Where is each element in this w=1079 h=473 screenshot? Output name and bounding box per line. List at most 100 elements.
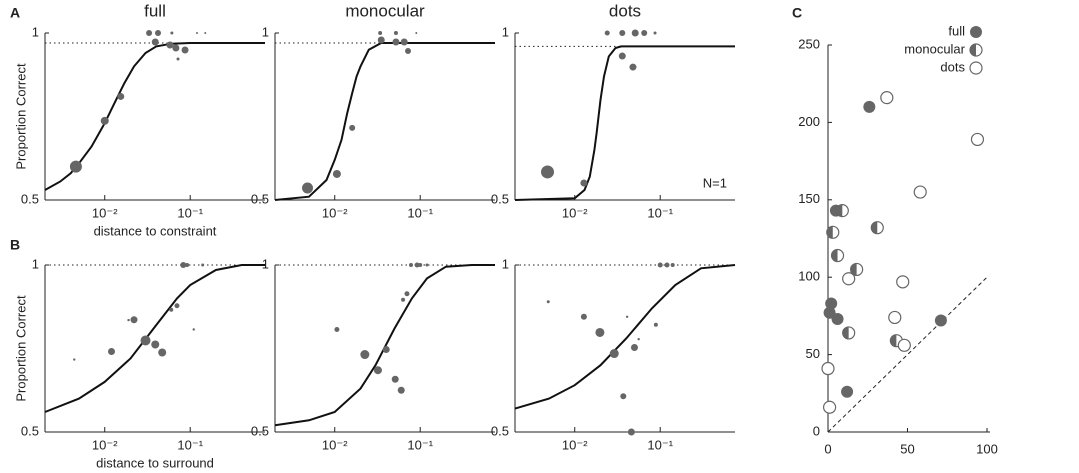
- data-point: [140, 335, 151, 346]
- marker-filled: [831, 312, 844, 325]
- y-tick-label: 0.5: [251, 191, 269, 206]
- data-point: [664, 262, 670, 268]
- x-tick-label: 10⁻²: [562, 205, 588, 220]
- data-point: [127, 318, 130, 322]
- y-tick-label: 50: [806, 346, 820, 361]
- data-point: [653, 322, 658, 327]
- data-point: [631, 29, 639, 37]
- data-point: [404, 291, 410, 297]
- x-tick-label: 10⁻¹: [177, 437, 203, 452]
- marker-open: [969, 61, 983, 75]
- x-tick-label: 0: [824, 441, 831, 456]
- marker-open: [888, 310, 902, 325]
- y-axis-label: Proportion Correct: [13, 295, 28, 402]
- y-tick-label: 0.5: [251, 423, 269, 438]
- data-point: [620, 393, 627, 400]
- data-point: [301, 182, 313, 194]
- data-point: [170, 31, 174, 35]
- x-tick-label: 10⁻¹: [407, 205, 433, 220]
- y-tick-label: 200: [798, 114, 820, 129]
- data-point: [185, 263, 190, 267]
- marker-filled: [825, 297, 838, 310]
- data-point: [397, 386, 405, 394]
- marker-open: [821, 361, 835, 376]
- data-point: [130, 316, 138, 324]
- y-tick-label: 0: [813, 423, 820, 438]
- data-point: [192, 328, 195, 331]
- marker-half-fill: [970, 44, 976, 56]
- y-tick-label: 0.5: [491, 423, 509, 438]
- data-point: [360, 350, 370, 360]
- marker-filled: [841, 385, 854, 398]
- x-tick-label: 50: [900, 441, 914, 456]
- marker-half-fill: [842, 326, 849, 339]
- y-tick-label: 0.5: [21, 191, 39, 206]
- data-point: [670, 263, 675, 267]
- fit-curve: [274, 42, 495, 201]
- data-point: [425, 263, 429, 267]
- data-point: [169, 307, 174, 312]
- marker-open: [896, 275, 910, 289]
- data-point: [201, 263, 205, 267]
- x-tick-label: 10⁻²: [322, 437, 348, 452]
- y-tick-label: 1: [502, 24, 509, 39]
- data-point: [108, 348, 116, 356]
- marker-half-fill: [890, 334, 897, 347]
- data-point: [176, 57, 180, 61]
- x-tick-label: 10⁻¹: [177, 205, 203, 220]
- marker-open: [842, 272, 856, 286]
- data-point: [158, 348, 167, 357]
- data-point: [100, 116, 109, 125]
- data-point: [181, 46, 189, 54]
- marker-half-fill: [871, 221, 878, 234]
- x-tick-label: 10⁻²: [322, 205, 348, 220]
- data-point: [373, 366, 382, 375]
- x-tick-label: 10⁻¹: [647, 437, 673, 452]
- marker-half-fill: [836, 204, 843, 217]
- panel-title: monocular: [345, 1, 425, 20]
- data-point: [619, 30, 626, 36]
- marker-filled: [934, 314, 947, 327]
- data-point: [151, 38, 159, 46]
- data-point: [349, 124, 356, 131]
- x-tick-label: 10⁻²: [562, 437, 588, 452]
- marker-open: [897, 338, 911, 352]
- x-axis-label: distance to surround: [96, 455, 214, 470]
- marker-open: [970, 132, 985, 147]
- marker-open: [822, 400, 837, 414]
- y-tick-label: 100: [798, 269, 820, 284]
- marker-half-fill: [850, 263, 857, 276]
- y-tick-label: 1: [262, 24, 269, 39]
- x-tick-label: 10⁻¹: [407, 437, 433, 452]
- data-point: [392, 38, 400, 46]
- legend-label: dots: [940, 59, 965, 74]
- data-point: [155, 30, 162, 36]
- data-point: [166, 41, 174, 49]
- marker-open: [913, 185, 927, 199]
- data-point: [377, 36, 385, 44]
- data-point: [418, 263, 423, 267]
- y-tick-label: 0.5: [21, 423, 39, 438]
- data-point: [629, 63, 637, 71]
- y-axis-label: Proportion Correct: [13, 63, 28, 170]
- data-point: [630, 343, 638, 351]
- data-point: [73, 358, 76, 361]
- fit-curve: [514, 264, 736, 410]
- data-point: [609, 349, 619, 359]
- data-point: [405, 48, 412, 55]
- x-tick-label: 10⁻¹: [647, 205, 673, 220]
- data-point: [195, 32, 198, 34]
- data-point: [625, 315, 629, 318]
- marker-half-fill: [831, 249, 838, 262]
- data-point: [146, 30, 153, 36]
- data-point: [382, 346, 390, 354]
- marker-filled: [970, 26, 982, 38]
- marker-half-fill: [826, 226, 833, 239]
- fit-curve: [44, 264, 265, 413]
- y-tick-label: 1: [32, 256, 39, 271]
- panel-title: dots: [609, 1, 641, 20]
- data-point: [653, 31, 657, 35]
- x-tick-label: 100: [976, 441, 998, 456]
- panel-label: C: [792, 5, 802, 21]
